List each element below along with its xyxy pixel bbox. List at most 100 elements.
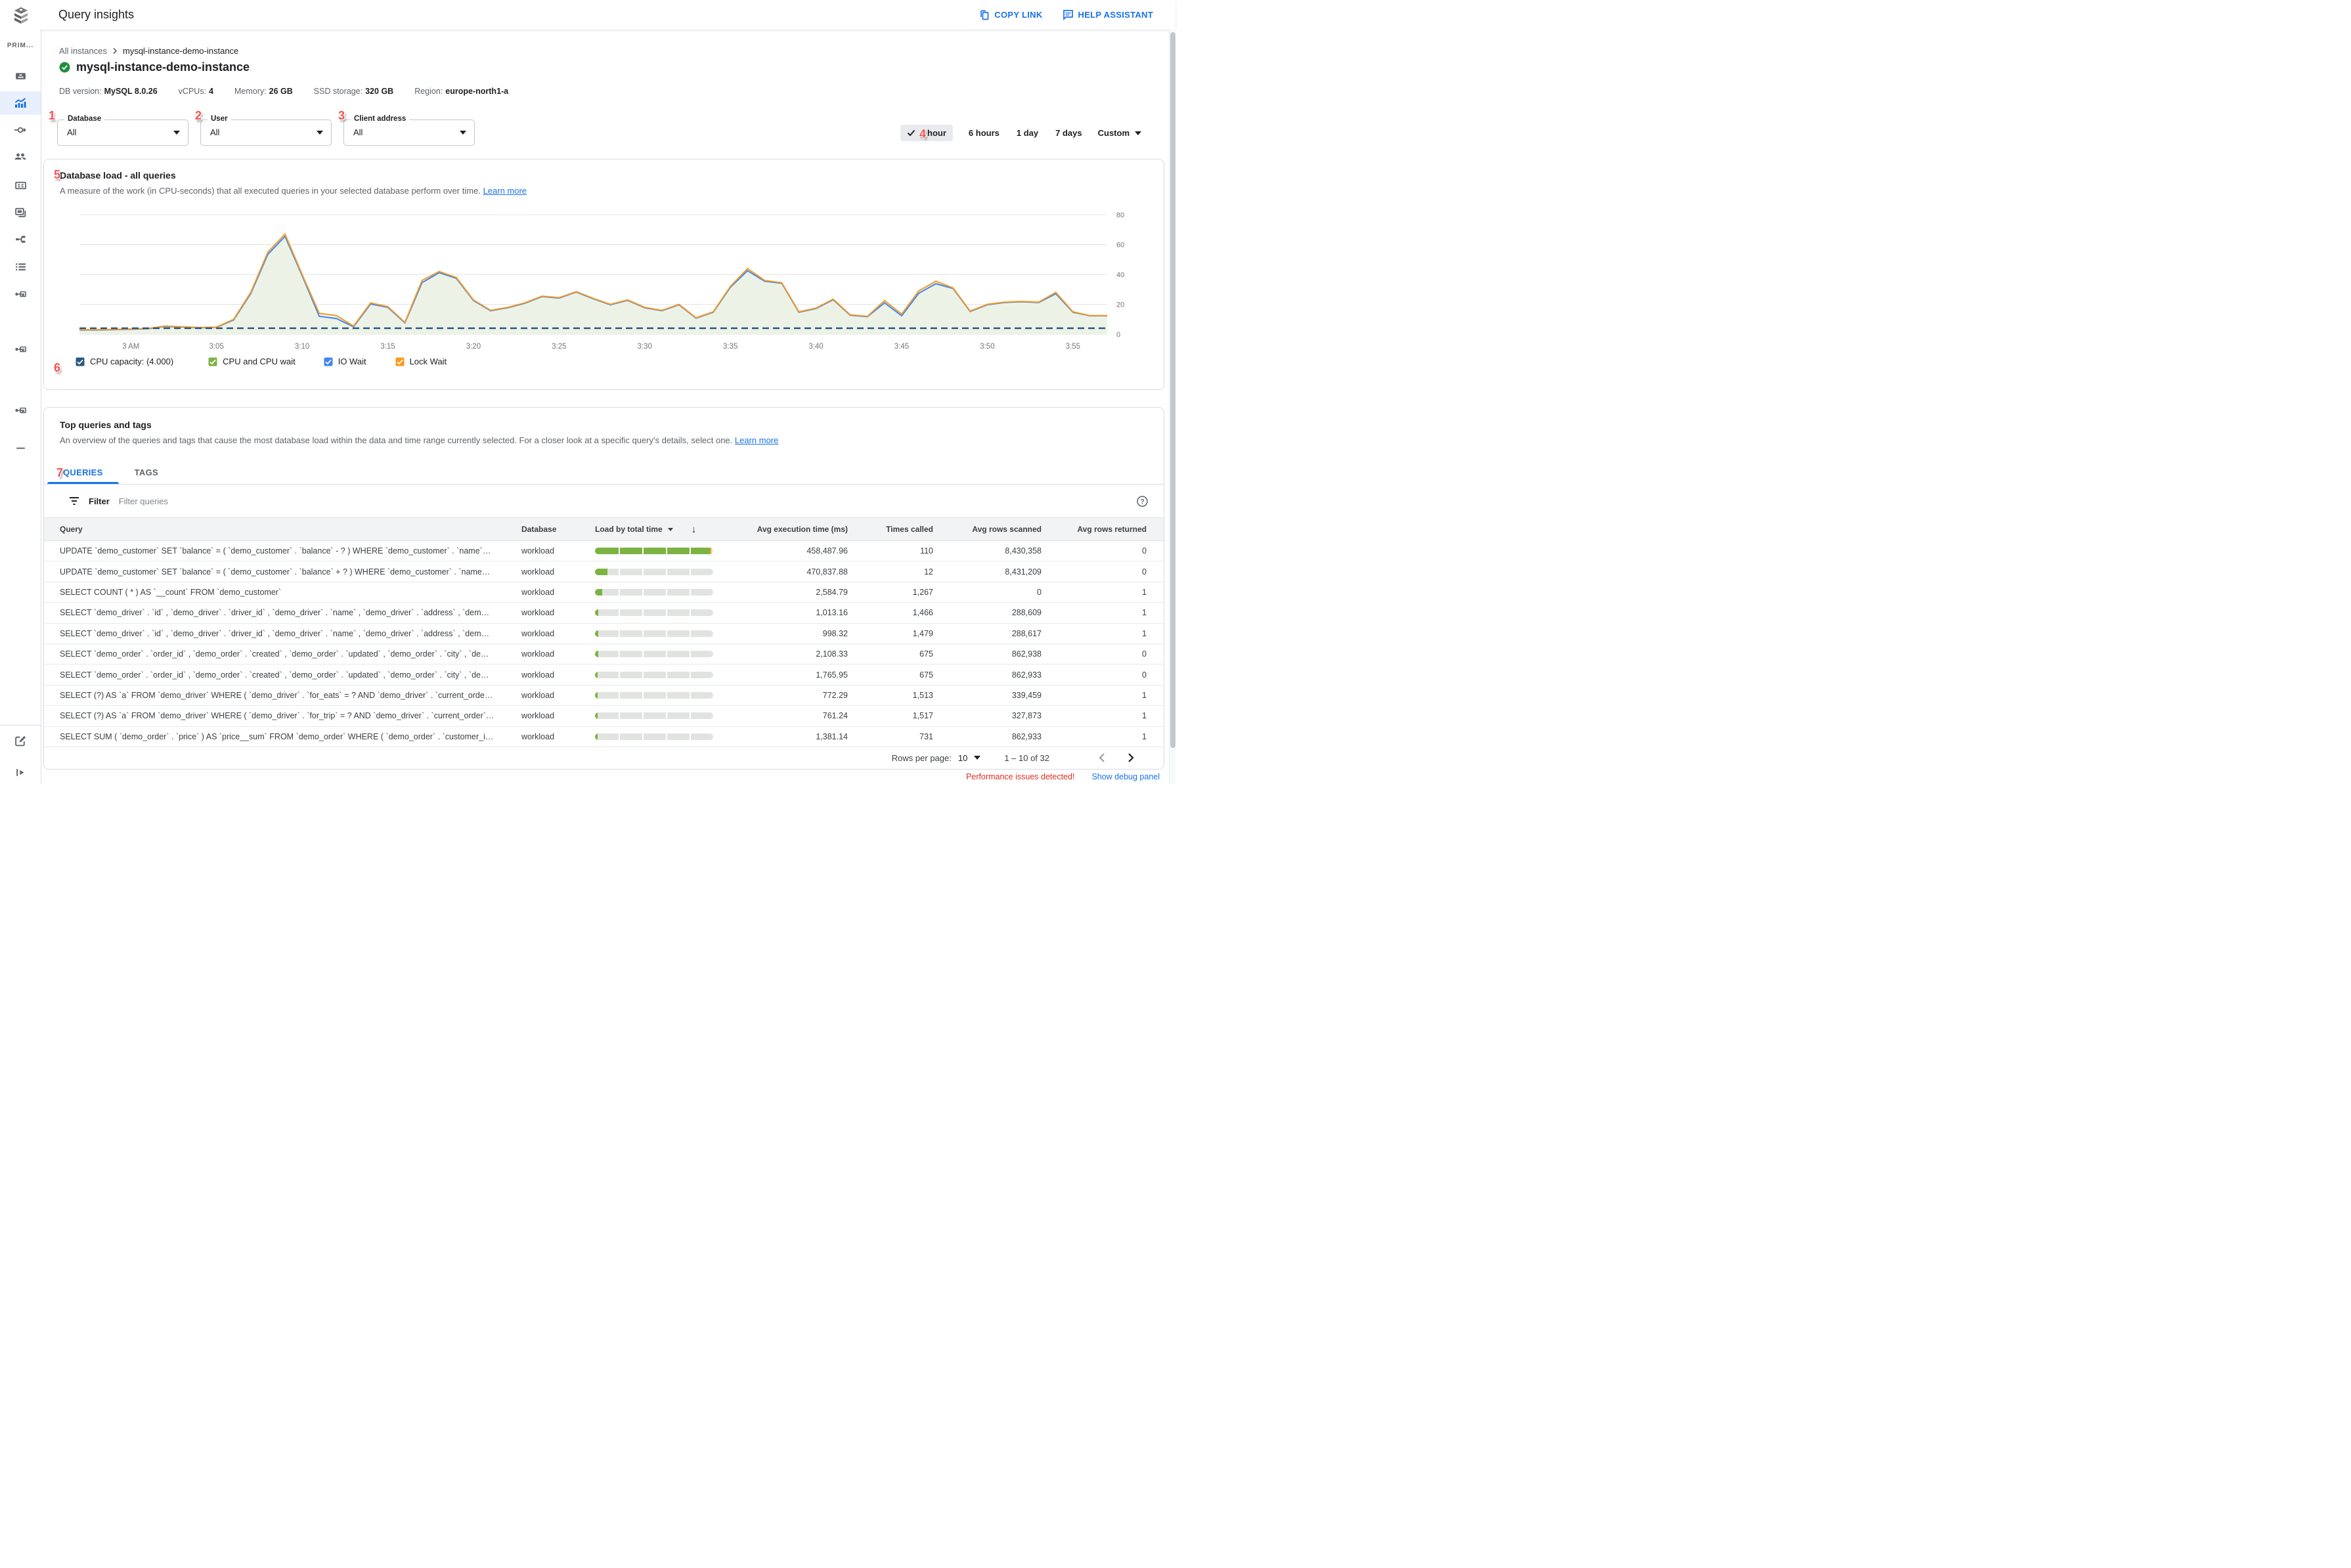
key-integration-icon [15,346,26,353]
copy-link-label: COPY LINK [994,10,1043,20]
load-bar [595,651,713,658]
help-assistant-button[interactable]: HELP ASSISTANT [1063,9,1153,20]
sidebar-item-backups[interactable] [0,200,41,224]
user-filter-value: All [210,127,220,137]
previous-page-button[interactable] [1095,752,1108,763]
sidebar-item-users[interactable] [0,144,41,168]
svg-text:3:55: 3:55 [1066,343,1080,351]
avg-execution-cell: 772.29 [822,690,848,700]
sidebar-collapse-toggle[interactable] [0,760,41,784]
load-cell [575,568,713,575]
cloud-sql-logo[interactable] [0,0,41,30]
svg-text:?: ? [1140,498,1144,506]
legend-item-2[interactable]: IO Wait [324,357,366,366]
learn-more-link[interactable]: Learn more [483,186,527,196]
svg-text:3:25: 3:25 [552,343,566,351]
client-address-filter-select[interactable]: Client address All [343,115,475,146]
times-called-cell: 12 [924,567,933,577]
dropdown-caret-icon [317,131,323,135]
database-load-chart[interactable]: 0 20 40 60 80 3 AM 3:05 3:10 3:15 3:20 3:25 3:30 3:3… [79,209,1156,362]
col-database[interactable]: Database [521,525,557,534]
sidebar-item-integration-1[interactable] [0,282,41,306]
legend-checkbox-icon [76,357,85,366]
query-table-row[interactable]: UPDATE `demo_customer` SET `balance` = (… [44,541,1164,562]
backups-icon [14,207,26,217]
dropdown-caret-icon [460,131,466,135]
copy-link-button[interactable]: COPY LINK [979,9,1042,20]
copy-icon [980,10,989,20]
tab-queries[interactable]: QUERIES [47,460,119,484]
col-load-by-total-time[interactable]: Load by total time ↓ [595,523,697,535]
sidebar-item-replication[interactable] [0,227,41,251]
sidebar-item-integration-3[interactable] [0,399,41,422]
col-avg-rows-scanned[interactable]: Avg rows scanned [972,525,1042,534]
load-bar [595,630,713,637]
sidebar-item-databases[interactable] [0,173,41,197]
legend-item-0[interactable]: CPU capacity: (4.000) [76,357,173,366]
rows-scanned-cell: 862,938 [1011,649,1042,659]
sidebar-item-connections[interactable] [0,118,41,142]
legend-checkbox-icon [395,357,405,366]
time-range-1-hour[interactable]: 1 hour [900,125,953,141]
tab-tags[interactable]: TAGS [134,467,158,477]
rows-per-page-control[interactable]: Rows per page: 10 [892,753,981,763]
load-cell [575,671,713,678]
col-avg-rows-returned[interactable]: Avg rows returned [1077,525,1147,534]
debug-footer: Performance issues detected! Show debug … [966,772,1160,781]
database-filter-select[interactable]: Database All [57,115,188,146]
database-cell: workload [521,567,555,577]
query-table-row[interactable]: SELECT `demo_order` . `order_id` , `demo… [44,664,1164,686]
detail-db-version: DB version: MySQL 8.0.26 [59,87,158,96]
sidebar-item-query-insights[interactable] [0,91,41,115]
help-icon[interactable]: ? [1137,495,1148,507]
sidebar-item-integration-2[interactable] [0,338,41,361]
col-avg-execution-time[interactable]: Avg execution time (ms) [757,525,848,534]
page-title: Query insights [58,8,135,21]
scrollbar-thumb[interactable] [1170,32,1176,748]
show-debug-panel-link[interactable]: Show debug panel [1091,772,1160,781]
query-table-row[interactable]: SELECT `demo_driver` . `id` , `demo_driv… [44,603,1164,624]
chart-legend: CPU capacity: (4.000) CPU and CPU wait IO … [76,357,475,366]
query-table-row[interactable]: SELECT (?) AS `a` FROM `demo_driver` WHE… [44,686,1164,707]
client-address-filter-value: All [353,127,363,137]
load-cell [575,651,713,658]
time-range-7-days[interactable]: 7 days [1055,128,1082,138]
connections-icon [14,127,26,133]
query-cell: UPDATE `demo_customer` SET `balance` = (… [60,567,491,577]
sidebar-item-release-notes[interactable] [0,729,41,752]
legend-item-3[interactable]: Lock Wait [395,357,447,366]
rows-returned-cell: 1 [1142,608,1147,618]
metric-caret-icon [667,527,673,531]
time-range-6-hours[interactable]: 6 hours [968,128,1000,138]
sidebar-divider [0,725,41,726]
top-queries-title: Top queries and tags [60,420,152,430]
page-scrollbar[interactable] [1169,30,1176,784]
query-table-row[interactable]: SELECT `demo_order` . `order_id` , `demo… [44,644,1164,665]
next-page-button[interactable] [1125,752,1137,763]
query-table-row[interactable]: SELECT `demo_driver` . `id` , `demo_driv… [44,624,1164,644]
learn-more-link[interactable]: Learn more [734,435,779,445]
database-cell: workload [521,711,555,721]
filter-queries-input[interactable] [118,496,1128,506]
dropdown-caret-icon [1135,131,1141,135]
svg-text:60: 60 [1116,242,1124,250]
sidebar-item-more[interactable] [0,436,41,460]
main-content: All instances mysql-instance-demo-instan… [41,30,1169,784]
time-range-custom[interactable]: Custom [1098,128,1141,138]
user-filter-select[interactable]: User All [200,115,332,146]
query-table-row[interactable]: UPDATE `demo_customer` SET `balance` = (… [44,561,1164,582]
time-range-1-day[interactable]: 1 day [1016,128,1039,138]
query-table-row[interactable]: SELECT SUM ( `demo_order` . `price` ) AS… [44,727,1164,747]
sidebar-item-overview[interactable] [0,64,41,87]
rows-returned-cell: 0 [1142,567,1147,577]
col-times-called[interactable]: Times called [886,525,933,534]
legend-item-1[interactable]: CPU and CPU wait [208,357,296,366]
sidebar-item-operations[interactable] [0,255,41,278]
col-query[interactable]: Query [60,525,83,534]
query-table-row[interactable]: SELECT (?) AS `a` FROM `demo_driver` WHE… [44,706,1164,727]
breadcrumb-all-instances[interactable]: All instances [59,46,107,56]
query-table-row[interactable]: SELECT COUNT ( * ) AS `__count` FROM `de… [44,582,1164,603]
rows-scanned-cell: 288,617 [1011,628,1042,638]
svg-text:3:50: 3:50 [980,343,994,351]
svg-text:3:40: 3:40 [808,343,823,351]
